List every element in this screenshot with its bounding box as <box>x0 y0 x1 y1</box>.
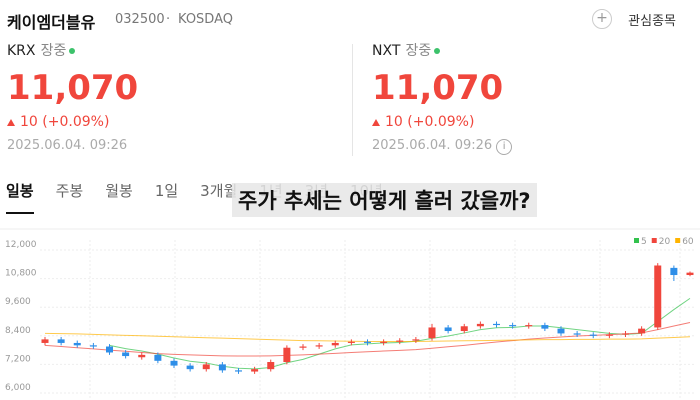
tab[interactable]: 월봉 <box>105 182 133 200</box>
moving-average <box>109 297 691 370</box>
candle-body <box>364 341 371 343</box>
separator: · <box>166 12 171 27</box>
legend-swatch <box>675 238 681 243</box>
candle-body <box>589 334 597 336</box>
time: 2025.06.04. 09:26 <box>372 138 493 153</box>
candle-body <box>186 365 194 370</box>
candle-body <box>444 327 452 332</box>
candle-body <box>557 328 565 334</box>
candle-body <box>428 327 436 339</box>
candle-body <box>686 272 694 276</box>
status: 장중 <box>405 43 432 59</box>
candle-body <box>57 339 65 343</box>
up-arrow <box>372 119 380 126</box>
candle-body <box>670 267 678 276</box>
candle-body <box>541 325 549 329</box>
venue: KRX <box>7 43 36 59</box>
candle-body <box>493 323 500 326</box>
up-arrow <box>7 119 15 126</box>
overlay-caption: 주가 추세는 어떻게 흘러 갔을까? <box>232 183 537 217</box>
legend-swatch <box>651 238 657 243</box>
candle-body <box>170 360 178 366</box>
tab[interactable]: 일봉 <box>6 182 34 214</box>
venue: NXT <box>372 43 401 59</box>
time: 2025.06.04. 09:26 <box>7 138 128 153</box>
watch-icon[interactable]: + <box>592 9 612 29</box>
candle-body <box>122 352 130 357</box>
candle-body <box>267 362 275 370</box>
candle-body <box>154 354 162 361</box>
y-tick-label: 12,000 <box>5 240 37 250</box>
candle-body <box>41 339 49 343</box>
candle-body <box>347 341 355 343</box>
tab[interactable]: 3개월 <box>200 182 238 200</box>
candle-body <box>283 347 291 363</box>
candle-body <box>202 364 210 370</box>
candle-body <box>460 326 468 332</box>
candle-body <box>573 333 581 335</box>
y-tick-label: 8,400 <box>5 326 31 336</box>
candle-body <box>89 345 97 347</box>
time-row: 2025.06.04. 09:26 <box>7 138 127 153</box>
quote-panel: KRX 장중 11,070 10 (+0.09%) 2025.06.04. 09:26 <box>7 40 307 160</box>
quote-head: NXT 장중 <box>372 40 672 60</box>
legend-label: 60 <box>682 237 694 247</box>
candle-body <box>509 325 517 327</box>
quote-panel: NXT 장중 11,070 10 (+0.09%) 2025.06.04. 09:26… <box>372 40 672 160</box>
tab[interactable]: 주봉 <box>55 182 84 200</box>
quote-head: KRX 장중 <box>7 40 307 60</box>
candle-body <box>412 339 420 341</box>
change: 10 <box>20 114 38 130</box>
stock-code: 032500 <box>115 12 165 27</box>
y-tick-label: 10,800 <box>5 269 37 279</box>
info-icon[interactable]: i <box>496 139 513 155</box>
status-dot <box>434 47 441 54</box>
change-pct: (+0.09%) <box>407 114 475 130</box>
status-dot <box>69 47 76 54</box>
candle-body <box>299 346 307 348</box>
y-tick-label: 6,000 <box>5 383 31 393</box>
tab[interactable]: 1일 <box>154 182 179 200</box>
y-tick-label: 9,600 <box>5 297 31 307</box>
price: 11,070 <box>372 68 504 108</box>
candle-body <box>638 328 646 334</box>
candle-body <box>331 342 339 346</box>
candle-body <box>605 334 613 336</box>
candle-body <box>218 364 226 371</box>
change: 10 <box>385 114 403 130</box>
legend-swatch <box>634 238 639 243</box>
change-row: 10 (+0.09%) <box>372 114 474 130</box>
candle-body <box>106 346 113 353</box>
candle-body <box>73 342 81 346</box>
time-row: 2025.06.04. 09:26 i <box>372 138 513 155</box>
y-tick-label: 7,200 <box>5 354 31 364</box>
legend-label: 5 <box>641 237 647 247</box>
change-pct: (+0.09%) <box>42 114 110 130</box>
change-row: 10 (+0.09%) <box>7 114 109 130</box>
candle-body <box>380 341 388 343</box>
candle-body <box>396 340 404 342</box>
candle-body <box>138 354 146 358</box>
candle-body <box>654 265 662 328</box>
divider <box>352 44 353 156</box>
stock-name: 케이엠더블유 <box>7 13 96 32</box>
candle-body <box>315 345 323 347</box>
watch-button[interactable]: 관심종목 <box>628 14 676 29</box>
status: 장중 <box>40 43 67 59</box>
candle-body <box>622 333 629 335</box>
market: KOSDAQ <box>178 12 233 27</box>
candle-body <box>476 323 484 327</box>
candle-body <box>235 370 242 372</box>
price: 11,070 <box>7 68 139 108</box>
legend-label: 20 <box>659 237 671 247</box>
candle-body <box>251 369 259 372</box>
moving-average <box>44 321 691 357</box>
candle-body <box>525 325 533 327</box>
